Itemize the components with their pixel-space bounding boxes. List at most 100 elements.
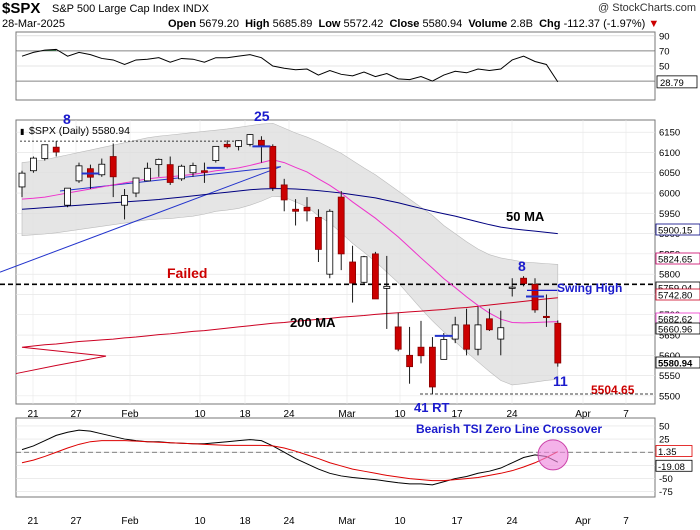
candle-body <box>18 172 26 188</box>
candle-body <box>64 187 71 206</box>
candle-body <box>440 339 448 360</box>
candle-body <box>257 139 265 146</box>
rt-count-label: 41 RT <box>414 400 449 415</box>
candle-body <box>178 165 186 180</box>
tsi-x-tick-label: Feb <box>121 516 139 527</box>
rsi-tick-label: 50 <box>659 62 670 73</box>
candle-body <box>314 216 322 250</box>
candle-body <box>200 170 208 173</box>
candle-body <box>121 195 128 206</box>
ma-line <box>21 188 558 235</box>
target-price-label: 5504.65 <box>591 383 635 397</box>
candle-body <box>463 324 471 350</box>
rsi-tick-label: 70 <box>659 46 670 57</box>
price-value-box <box>655 288 700 301</box>
candle-body <box>235 140 243 147</box>
tsi-x-tick-label: 10 <box>394 516 406 527</box>
price-band <box>21 122 559 386</box>
candle-body <box>485 318 493 331</box>
candle-body <box>326 210 334 275</box>
count-label-11: 11 <box>553 373 568 389</box>
tsi-tick-label: 50 <box>659 421 670 432</box>
price-value-label: 5742.80 <box>658 291 692 302</box>
price-value-label: 5580.94 <box>658 359 693 370</box>
tsi-x-tick-label: 24 <box>506 516 518 527</box>
candle-body <box>132 177 140 194</box>
chart-date: 28-Mar-2025 <box>2 18 65 30</box>
price-x-tick-label: 24 <box>506 409 518 420</box>
candle-body <box>269 145 277 189</box>
price-tick-label: 5550 <box>659 371 680 382</box>
candle-body <box>417 346 425 357</box>
panel-frame-tsi <box>15 417 656 498</box>
price-tick-label: 5500 <box>659 391 680 402</box>
candle-body <box>223 143 231 148</box>
candle-body <box>52 146 60 153</box>
candle-body <box>212 145 220 161</box>
price-value-box <box>655 252 700 265</box>
candle-body <box>29 157 37 172</box>
candle-body <box>383 285 391 289</box>
price-x-tick-label: 17 <box>451 409 463 420</box>
tsi-tick-label: -75 <box>659 487 673 498</box>
candle-body <box>371 253 379 300</box>
swing-high-label: Swing High <box>557 281 622 295</box>
rsi-last-value-box <box>656 75 698 89</box>
candle-body <box>143 167 151 182</box>
price-tick-label: 6150 <box>659 128 680 139</box>
tsi-value-label: -19.08 <box>658 462 685 473</box>
stockcharts-watermark: @ StockCharts.com <box>598 2 696 14</box>
tsi-tick-label: -50 <box>659 474 673 485</box>
candle-body <box>520 277 527 284</box>
ma200-label: 200 MA <box>290 315 336 330</box>
tsi-x-tick-label: 21 <box>27 516 39 527</box>
price-value-box <box>655 356 700 369</box>
price-tick-label: 5800 <box>659 270 680 281</box>
price-x-tick-label: 10 <box>394 409 406 420</box>
tsi-value-label: 1.35 <box>658 447 677 458</box>
ma-line <box>15 297 558 375</box>
candle-body <box>75 165 83 182</box>
price-x-tick-label: 18 <box>239 409 251 420</box>
tsi-x-tick-label: Mar <box>338 516 356 527</box>
symbol-title: $SPX <box>2 0 41 17</box>
price-x-tick-label: 10 <box>194 409 206 420</box>
tsi-x-tick-label: Apr <box>575 516 591 527</box>
candle-body <box>292 208 300 212</box>
tsi-x-tick-label: 17 <box>451 516 463 527</box>
candle-body <box>303 206 311 212</box>
tsi-tick-label: 25 <box>659 435 670 446</box>
uptrend-line <box>0 166 281 273</box>
price-tick-label: 5950 <box>659 209 680 220</box>
index-name: S&P 500 Large Cap Index INDX <box>52 3 209 15</box>
tsi-x-tick-label: 27 <box>70 516 82 527</box>
tsi-value-box <box>655 445 693 457</box>
price-x-tick-label: Feb <box>121 409 139 420</box>
candle-body <box>280 184 288 201</box>
candle-body <box>451 324 459 340</box>
down-arrow-icon: ▼ <box>648 18 660 30</box>
candle-body <box>41 144 49 159</box>
price-value-label: 5900.15 <box>658 226 692 237</box>
candle-body <box>394 326 402 350</box>
price-tick-label: 6000 <box>659 189 680 200</box>
price-x-tick-label: 21 <box>27 409 39 420</box>
price-value-box <box>655 322 700 335</box>
candle-body <box>406 354 414 368</box>
candle-body <box>109 156 117 178</box>
ma-line <box>21 159 558 324</box>
ohlc-summary: Open 5679.20 High 5685.89 Low 5572.42 Cl… <box>168 18 660 30</box>
candle-body <box>98 163 106 176</box>
candle-body <box>474 324 482 350</box>
candle-body <box>166 164 174 183</box>
candle-body <box>554 322 562 364</box>
candle-body <box>349 261 357 284</box>
tsi-value-box <box>655 459 693 472</box>
rsi-last-value-label: 28.79 <box>660 78 684 89</box>
symbol-marker-icon: ▮ <box>20 127 24 136</box>
tsi-x-tick-label: 10 <box>194 516 206 527</box>
candle-body <box>428 346 436 388</box>
price-x-tick-label: Mar <box>338 409 356 420</box>
price-x-tick-label: 27 <box>70 409 82 420</box>
